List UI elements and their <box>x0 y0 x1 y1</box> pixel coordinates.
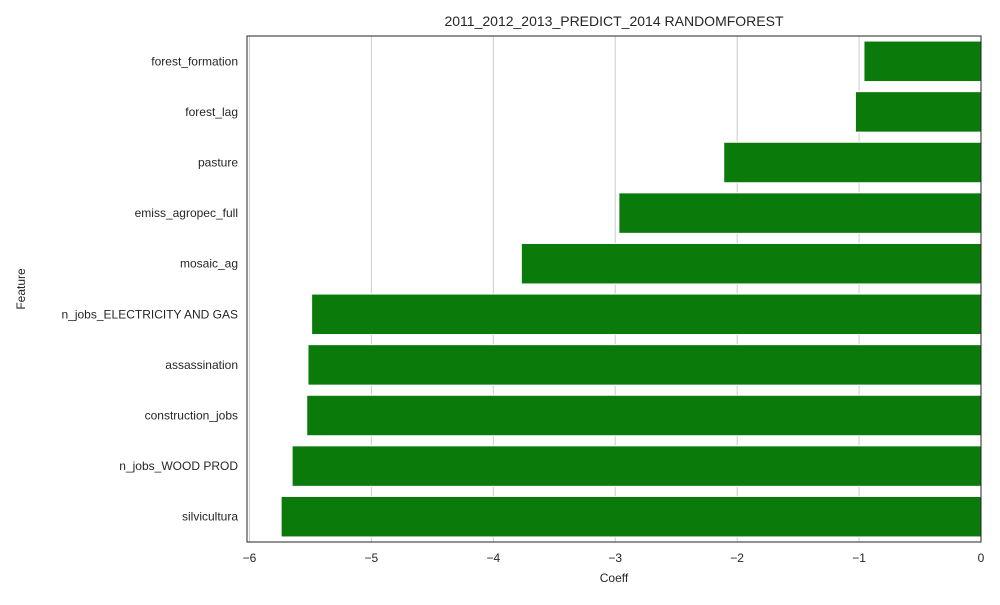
x-tick-label: −2 <box>730 551 744 565</box>
y-axis-title: Feature <box>14 268 28 310</box>
x-tick-label: −4 <box>486 551 500 565</box>
y-tick-label: n_jobs_WOOD PROD <box>119 459 238 473</box>
chart-title: 2011_2012_2013_PREDICT_2014 RANDOMFOREST <box>444 13 783 29</box>
bar <box>291 445 982 487</box>
bar <box>307 344 982 386</box>
bar <box>854 91 982 133</box>
x-tick-label: 0 <box>978 551 985 565</box>
y-tick-label: construction_jobs <box>145 409 238 423</box>
y-tick-label: forest_formation <box>151 54 238 68</box>
y-tick-label: mosaic_ag <box>180 257 238 271</box>
bar <box>306 394 982 437</box>
y-tick-label: emiss_agropec_full <box>135 206 238 220</box>
bar <box>723 141 982 184</box>
y-tick-label: assassination <box>165 358 238 372</box>
bar <box>520 242 982 285</box>
bar <box>311 293 982 336</box>
x-tick-label: −1 <box>852 551 866 565</box>
y-tick-label: silvicultura <box>182 510 238 524</box>
y-tick-label: pasture <box>198 156 238 170</box>
x-tick-label: −6 <box>243 551 257 565</box>
y-tick-label: forest_lag <box>185 105 238 119</box>
y-tick-label: n_jobs_ELECTRICITY AND GAS <box>61 307 238 321</box>
x-tick-label: −5 <box>365 551 379 565</box>
x-tick-labels: −6 −5 −4 −3 −2 −1 0 <box>243 551 985 565</box>
bars <box>280 40 982 538</box>
plot-frame <box>246 35 982 543</box>
bar <box>618 192 982 234</box>
x-axis-title: Coeff <box>600 571 629 585</box>
bar <box>863 40 982 83</box>
x-tick-label: −3 <box>608 551 622 565</box>
bar <box>280 495 982 538</box>
